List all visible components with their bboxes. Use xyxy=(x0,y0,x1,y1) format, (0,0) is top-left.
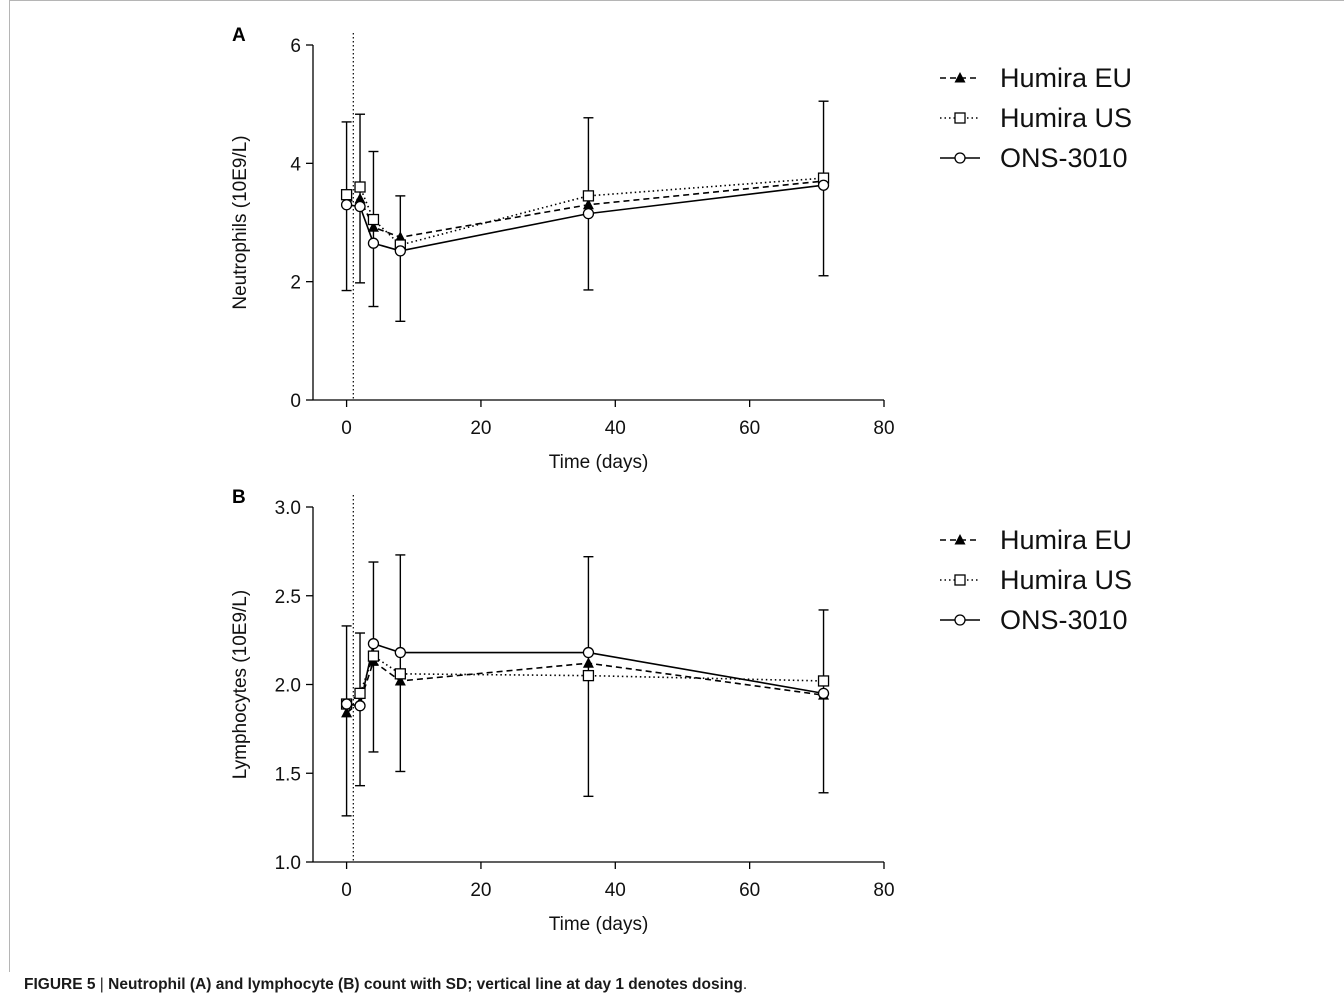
legend-marker xyxy=(954,72,966,83)
data-point-triangle xyxy=(341,706,353,718)
figure-caption: FIGURE 5 | Neutrophil (A) and lymphocyte… xyxy=(24,976,747,994)
caption-end: . xyxy=(742,976,748,993)
data-point-triangle xyxy=(354,192,366,204)
data-point-triangle xyxy=(582,198,594,210)
x-tick-label: 0 xyxy=(341,418,352,439)
legend-marker xyxy=(954,614,966,626)
panel-label: B xyxy=(232,487,246,508)
data-point-circle xyxy=(340,698,353,710)
figure-frame xyxy=(9,0,1344,972)
x-tick-label: 40 xyxy=(605,418,626,439)
legend-marker xyxy=(954,112,966,124)
y-tick-label: 2.0 xyxy=(275,676,301,697)
data-point-circle xyxy=(394,646,406,659)
data-point-triangle xyxy=(367,221,379,232)
x-tick-label: 60 xyxy=(739,418,760,439)
data-point-circle xyxy=(340,199,353,211)
y-tick-label: 1.5 xyxy=(275,764,301,785)
data-point-square xyxy=(394,668,406,680)
series-line xyxy=(346,660,824,714)
legend-label: ONS-3010 xyxy=(1000,605,1128,635)
data-point-triangle xyxy=(582,657,594,668)
caption-separator: | xyxy=(95,976,109,993)
data-point-square xyxy=(367,650,380,662)
legend-label: Humira EU xyxy=(1000,525,1132,555)
x-tick-label: 0 xyxy=(341,880,352,901)
y-tick-label: 1.0 xyxy=(275,853,301,874)
data-point-circle xyxy=(582,646,595,659)
x-axis-title: Time (days) xyxy=(549,914,649,935)
y-tick-label: 2.5 xyxy=(275,587,301,608)
data-point-circle xyxy=(394,245,406,257)
x-tick-label: 20 xyxy=(470,418,491,439)
legend-marker xyxy=(954,574,966,586)
data-point-square xyxy=(340,189,353,201)
data-point-triangle xyxy=(394,231,406,242)
y-tick-label: 0 xyxy=(290,391,301,412)
x-tick-label: 20 xyxy=(470,880,491,901)
data-point-circle xyxy=(817,687,830,700)
panel-b: 1.0 1.5 2.0 2.5 3.0 0 20 40 60 80 Time (days) Lymph… xyxy=(230,487,1132,935)
data-point-square xyxy=(367,213,380,226)
data-point-square xyxy=(354,181,366,193)
data-point-square xyxy=(354,687,366,700)
data-point-square xyxy=(582,669,595,682)
y-tick-label: 3.0 xyxy=(275,498,301,519)
data-point-triangle xyxy=(394,674,406,686)
data-point-circle xyxy=(817,179,830,191)
legend-marker xyxy=(954,534,966,545)
data-point-square xyxy=(582,190,595,202)
legend-label: Humira US xyxy=(1000,565,1132,595)
data-point-square xyxy=(817,675,830,687)
y-tick-label: 4 xyxy=(290,154,301,175)
x-tick-label: 80 xyxy=(873,880,894,901)
x-tick-label: 80 xyxy=(873,418,894,439)
legend-label: ONS-3010 xyxy=(1000,143,1128,173)
caption-prefix: FIGURE 5 xyxy=(24,976,96,993)
data-point-circle xyxy=(367,237,380,249)
caption-text: Neutrophil (A) and lymphocyte (B) count … xyxy=(108,976,743,993)
legend-label: Humira EU xyxy=(1000,63,1132,93)
legend-label: Humira US xyxy=(1000,103,1132,133)
data-point-circle xyxy=(354,200,366,213)
panel-label: A xyxy=(232,25,246,46)
x-axis-title: Time (days) xyxy=(549,452,649,473)
y-axis-title: Neutrophils (10E9/L) xyxy=(230,135,251,309)
data-point-circle xyxy=(582,207,595,220)
x-tick-label: 60 xyxy=(739,880,760,901)
x-tick-label: 40 xyxy=(605,880,626,901)
y-tick-label: 2 xyxy=(290,273,301,294)
data-point-circle xyxy=(354,700,366,712)
y-tick-label: 6 xyxy=(290,36,301,57)
legend-marker xyxy=(954,152,966,164)
data-point-circle xyxy=(367,638,380,650)
y-axis-title: Lymphocytes (10E9/L) xyxy=(230,590,251,779)
